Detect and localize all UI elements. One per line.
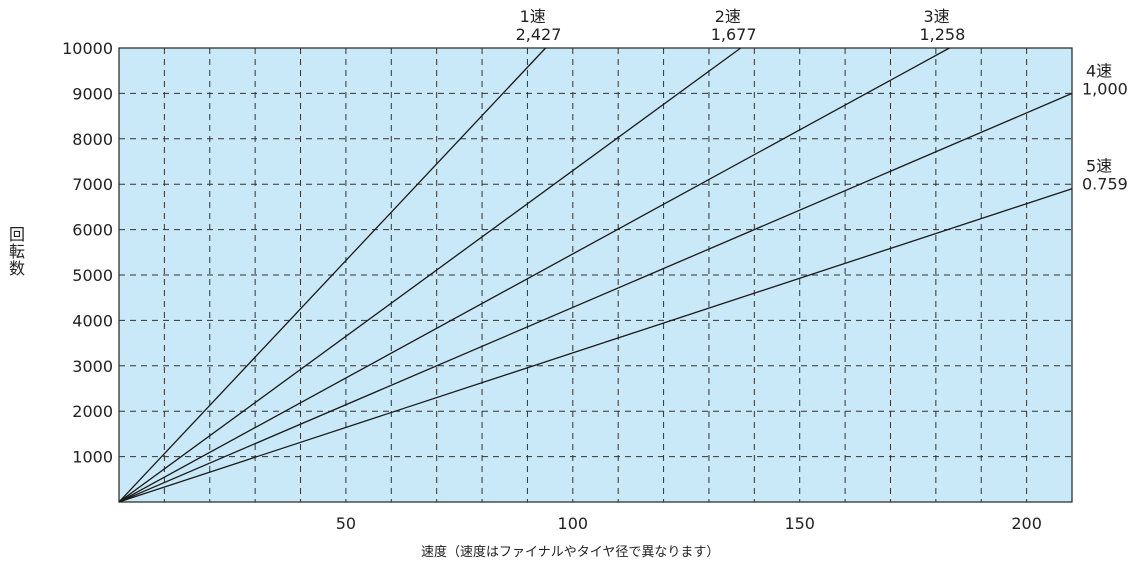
y-tick-label: 7000 [72,175,113,194]
y-tick-label: 1000 [72,448,113,467]
x-axis-ticks: 50 100 150 200 [336,514,1042,533]
y-tick-label: 9000 [72,84,113,103]
y-tick-label: 2000 [72,402,113,421]
grid-lines [119,48,1072,502]
x-tick-label: 100 [558,514,589,533]
y-tick-label: 5000 [72,266,113,285]
series-label-ratio: 1,258 [919,25,965,44]
y-tick-label: 8000 [72,130,113,149]
y-tick-label: 4000 [72,311,113,330]
series-line-3 [118,47,950,503]
series-line-5 [118,188,1073,503]
series-line-2 [118,47,742,503]
x-tick-label: 150 [784,514,815,533]
series-label-ratio: 1,677 [711,25,757,44]
series-label-gear: 2速 [715,7,741,26]
x-axis-label: 速度（速度はファイナルやタイヤ径で異なります） [421,544,719,560]
series-line-4 [118,92,1073,503]
y-axis-label: 回転数 [9,225,25,278]
series-label-ratio: 0.759 [1082,175,1128,194]
y-tick-label: 6000 [72,221,113,240]
series-label-gear: 1速 [520,7,546,26]
y-axis-ticks: 1000 2000 3000 4000 5000 6000 7000 8000 9000 1000… [62,39,113,467]
x-tick-label: 50 [336,514,356,533]
series-lines [118,47,1073,503]
series-label-gear: 4速 [1086,61,1112,80]
series-label-gear: 3速 [923,7,949,26]
series-label-ratio: 2,427 [516,25,562,44]
y-tick-label: 3000 [72,357,113,376]
series-label-gear: 5速 [1086,157,1112,176]
series-labels: 1速2,427 2速1,677 3速1,258 4速1,000 5速0.759 [516,7,1128,194]
series-line-1 [118,47,547,503]
x-tick-label: 200 [1011,514,1042,533]
y-tick-label: 10000 [62,39,113,58]
series-label-ratio: 1,000 [1082,79,1128,98]
